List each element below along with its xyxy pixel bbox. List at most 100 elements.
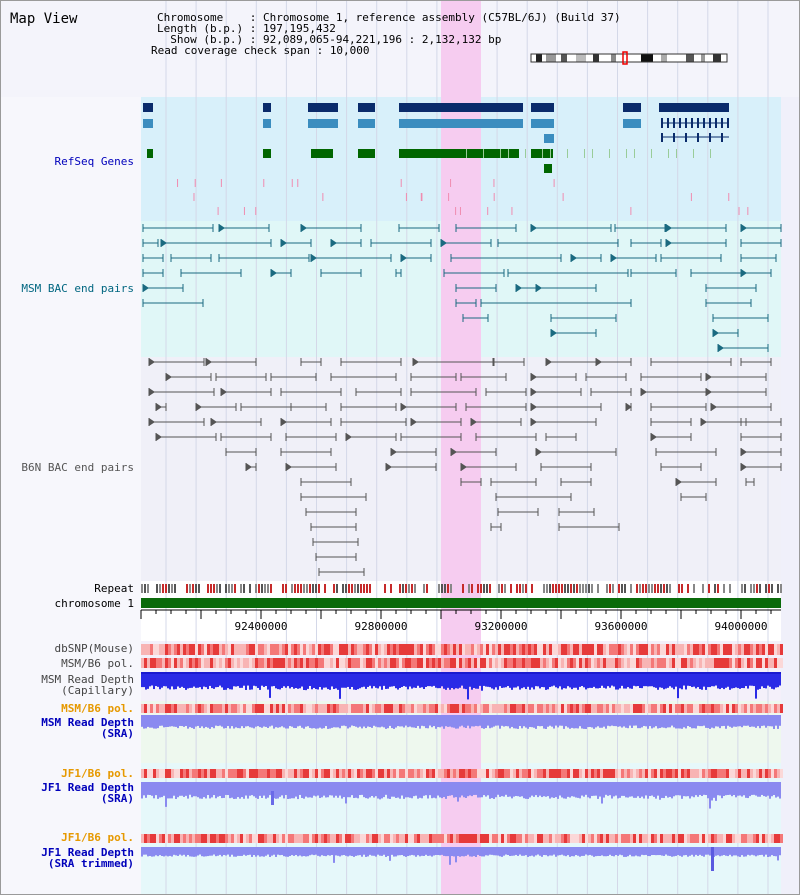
read-depth-bar: [555, 715, 557, 726]
polymorphism-cell: [729, 834, 732, 843]
read-depth-bar: [435, 782, 437, 799]
polymorphism-cell: [162, 769, 165, 778]
polymorphism-cell: [144, 658, 147, 668]
repeat-mark: [759, 584, 761, 593]
label-b6n-bac-end-pairs[interactable]: B6N BAC end pairs: [21, 461, 134, 474]
polymorphism-cell: [165, 658, 168, 668]
polymorphism-cell: [768, 834, 771, 843]
refseq-mark: [553, 179, 555, 187]
refseq-gene-tick: [550, 149, 551, 158]
read-depth-bar: [601, 672, 603, 686]
polymorphism-cell: [204, 834, 207, 843]
read-depth-bar: [331, 847, 333, 855]
read-depth-bar: [351, 715, 353, 726]
polymorphism-cell: [567, 658, 570, 668]
read-depth-bar: [333, 672, 335, 690]
read-depth-bar: [417, 715, 419, 727]
read-depth-bar: [215, 782, 217, 799]
polymorphism-cell: [366, 658, 369, 668]
read-depth-bar: [261, 715, 263, 728]
polymorphism-cell: [519, 658, 522, 668]
read-depth-bar: [257, 672, 259, 688]
polymorphism-cell: [360, 834, 363, 843]
read-depth-bar: [401, 672, 403, 688]
read-depth-bar: [553, 672, 555, 686]
polymorphism-cell: [468, 644, 471, 655]
read-depth-bar: [757, 782, 759, 797]
b6n-bac-arrow: [701, 418, 707, 426]
read-depth-bar: [325, 715, 327, 727]
label-msm-bac-end-pairs[interactable]: MSM BAC end pairs: [21, 282, 134, 295]
polymorphism-cell: [519, 644, 522, 655]
label-msm-b6-pol-sra: MSM/B6 pol.: [61, 702, 134, 715]
polymorphism-cell: [225, 644, 228, 655]
read-depth-bar: [605, 715, 607, 729]
polymorphism-cell: [357, 644, 360, 655]
read-depth-bar: [359, 715, 361, 727]
polymorphism-cell: [303, 769, 306, 778]
read-depth-bar: [655, 715, 657, 727]
read-depth-bar: [463, 672, 465, 689]
repeat-mark: [642, 584, 644, 593]
read-depth-bar: [419, 782, 421, 798]
polymorphism-cell: [393, 769, 396, 778]
repeat-mark: [207, 584, 209, 593]
read-depth-bar: [619, 782, 621, 798]
polymorphism-cell: [231, 644, 234, 655]
polymorphism-cell: [258, 658, 261, 668]
polymorphism-cell: [525, 644, 528, 655]
read-depth-bar: [491, 715, 493, 728]
polymorphism-cell: [531, 658, 534, 668]
polymorphism-cell: [525, 834, 528, 843]
read-depth-bar: [625, 672, 627, 689]
polymorphism-cell: [651, 769, 654, 778]
read-depth-bar: [451, 782, 453, 796]
label-jf1-depth-sra-line2: (SRA): [100, 792, 134, 805]
polymorphism-cell: [219, 769, 222, 778]
read-depth-bar: [779, 782, 781, 799]
read-depth-bar: [513, 715, 515, 729]
read-depth-bar: [495, 672, 497, 688]
read-depth-bar: [279, 782, 281, 797]
read-depth-bar: [253, 715, 255, 729]
read-depth-bar: [185, 847, 187, 857]
read-depth-bar: [693, 715, 695, 729]
read-depth-bar: [373, 782, 375, 798]
b6n-bac-arrow: [281, 418, 287, 426]
read-depth-bar: [225, 782, 227, 795]
read-depth-bar: [271, 715, 273, 726]
polymorphism-cell: [423, 769, 426, 778]
read-depth-bar: [393, 782, 395, 797]
read-depth-bar: [467, 782, 469, 797]
read-depth-bar: [383, 847, 385, 855]
read-depth-bar: [659, 782, 661, 800]
read-depth-bar: [739, 847, 741, 857]
label-repeat: Repeat: [94, 582, 134, 595]
read-depth-bar: [681, 847, 683, 857]
label-jf1-depth-sra: JF1 Read Depth (SRA): [41, 782, 134, 804]
read-depth-bar: [599, 847, 601, 856]
polymorphism-cell: [501, 769, 504, 778]
read-depth-bar: [547, 672, 549, 690]
polymorphism-cell: [174, 834, 177, 843]
read-depth-bar: [279, 715, 281, 728]
polymorphism-cell: [741, 834, 744, 843]
polymorphism-cell: [324, 644, 327, 655]
label-refseq-genes[interactable]: RefSeq Genes: [54, 155, 134, 168]
refseq-gene-tick: [609, 149, 610, 158]
polymorphism-cell: [330, 704, 333, 713]
read-depth-bar: [705, 782, 707, 796]
read-depth-bar: [621, 847, 623, 856]
read-depth-bar: [339, 715, 341, 729]
polymorphism-cell: [780, 834, 783, 843]
polymorphism-cell: [711, 704, 714, 713]
polymorphism-cell: [516, 658, 519, 668]
read-depth-bar: [531, 672, 533, 688]
read-depth-bar: [637, 715, 639, 729]
read-depth-bar: [775, 672, 777, 688]
read-depth-bar: [699, 782, 701, 795]
polymorphism-cell: [180, 704, 183, 713]
read-depth-bar: [319, 782, 321, 799]
read-depth-bar: [231, 782, 233, 798]
read-depth-bar: [579, 672, 581, 687]
